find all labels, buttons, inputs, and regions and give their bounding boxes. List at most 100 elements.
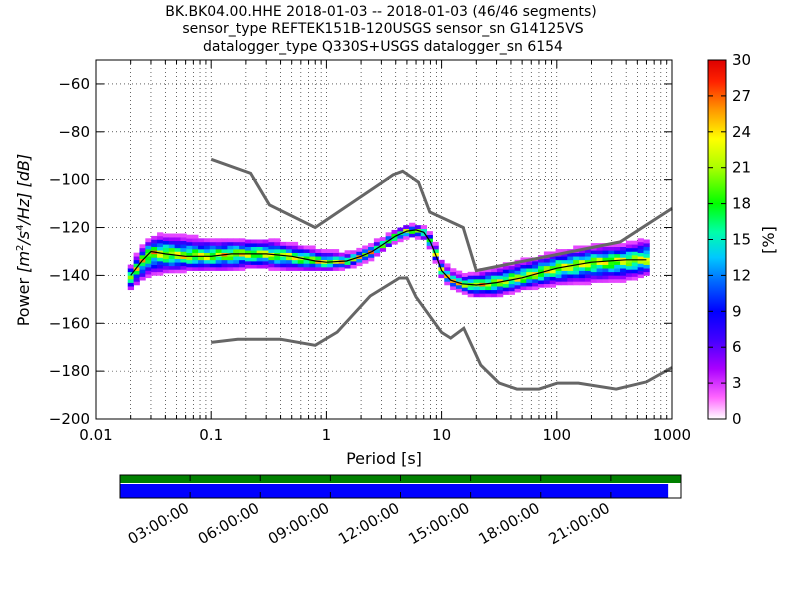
psd-cell <box>637 274 644 279</box>
psd-cell <box>379 244 387 249</box>
psd-cell <box>174 233 181 238</box>
psd-cell <box>221 256 228 261</box>
psd-cell <box>555 270 562 275</box>
psd-cell <box>192 234 199 239</box>
psd-cell <box>620 275 627 280</box>
colorbar-tick-label: 15 <box>732 231 751 249</box>
psd-cell <box>625 258 633 263</box>
psd-cell <box>520 261 527 265</box>
psd-cell <box>180 251 187 256</box>
psd-cell <box>274 263 281 268</box>
psd-cell <box>256 246 263 251</box>
psd-cell <box>520 286 527 291</box>
psd-cell <box>139 269 146 274</box>
psd-cell <box>268 245 275 250</box>
psd-cell <box>561 256 568 261</box>
psd-cell <box>297 252 304 257</box>
psd-cell <box>244 246 252 251</box>
psd-cell <box>631 276 639 281</box>
psd-cell <box>625 255 633 259</box>
x-tick-label: 1 <box>322 426 332 444</box>
psd-cell <box>573 256 580 261</box>
psd-cell <box>268 238 275 243</box>
psd-cell <box>450 282 457 287</box>
y-tick-label: −120 <box>49 219 90 237</box>
psd-cell <box>614 278 621 283</box>
psd-cell <box>168 240 176 245</box>
psd-cell <box>555 267 562 271</box>
psd-cell <box>133 263 140 268</box>
psd-cell <box>491 286 498 291</box>
psd-cell <box>573 267 580 271</box>
psd-cell <box>379 247 387 252</box>
psd-cell <box>209 238 217 243</box>
psd-cell <box>438 259 445 264</box>
psd-cell <box>502 280 510 285</box>
y-axis-ticks: −60 −80 −100 −120 −140 −160 −180 −200 <box>49 75 672 428</box>
psd-cell <box>496 286 504 291</box>
psd-cell <box>479 293 486 298</box>
psd-cell <box>221 263 228 268</box>
psd-cell <box>268 256 275 261</box>
psd-cell <box>362 249 369 253</box>
psd-cell <box>127 275 135 280</box>
psd-cell <box>496 271 504 276</box>
psd-cell <box>414 225 422 230</box>
psd-cell <box>291 256 299 261</box>
psd-cell <box>543 276 551 281</box>
psd-cell <box>139 251 146 256</box>
psd-cell <box>133 252 140 257</box>
psd-cell <box>221 238 228 243</box>
psd-cell <box>174 258 181 263</box>
psd-cell <box>579 252 586 257</box>
psd-cell <box>344 250 351 255</box>
psd-cell <box>614 261 621 265</box>
psd-cell <box>379 240 387 245</box>
psd-cell <box>455 288 463 293</box>
psd-cell <box>127 264 135 269</box>
psd-cell <box>643 261 650 265</box>
psd-cell <box>244 250 252 255</box>
psd-cell <box>151 243 158 247</box>
psd-cell <box>491 271 498 276</box>
psd-cell <box>321 267 328 271</box>
psd-cell <box>133 256 140 261</box>
psd-cell <box>297 267 304 271</box>
psd-cell <box>297 259 304 264</box>
psd-cell <box>356 251 363 256</box>
psd-cell <box>321 249 328 253</box>
psd-cell <box>538 262 545 267</box>
psd-cell <box>403 235 410 240</box>
psd-cell <box>174 269 181 274</box>
psd-cell <box>491 293 498 298</box>
psd-cell <box>309 259 316 264</box>
psd-cell <box>567 277 574 282</box>
psd-cell <box>221 249 228 253</box>
psd-cell <box>532 275 539 280</box>
psd-cell <box>561 259 568 264</box>
psd-cell <box>555 263 562 268</box>
psd-cell <box>368 243 375 247</box>
psd-cell <box>157 261 164 265</box>
psd-cell <box>625 240 633 245</box>
psd-cell <box>297 245 304 250</box>
psd-cell <box>596 278 603 283</box>
psd-cell <box>297 249 304 253</box>
psd-cell <box>473 271 480 276</box>
x-tick-label: 1000 <box>653 426 691 444</box>
psd-cell <box>532 286 539 291</box>
psd-cell <box>455 274 463 279</box>
psd-cell <box>221 259 228 264</box>
psd-cell <box>502 290 510 295</box>
psd-cell <box>280 263 287 268</box>
psd-cell <box>315 256 322 261</box>
psd-cell <box>602 250 609 255</box>
psd-cell <box>526 271 533 276</box>
psd-cell <box>256 250 263 255</box>
psd-cell <box>368 253 375 258</box>
timeline-tick-label: 03:00:00 <box>125 499 192 548</box>
psd-cell <box>250 246 258 251</box>
psd-cell <box>514 277 521 282</box>
psd-cell <box>198 238 205 243</box>
psd-cell <box>579 274 586 279</box>
